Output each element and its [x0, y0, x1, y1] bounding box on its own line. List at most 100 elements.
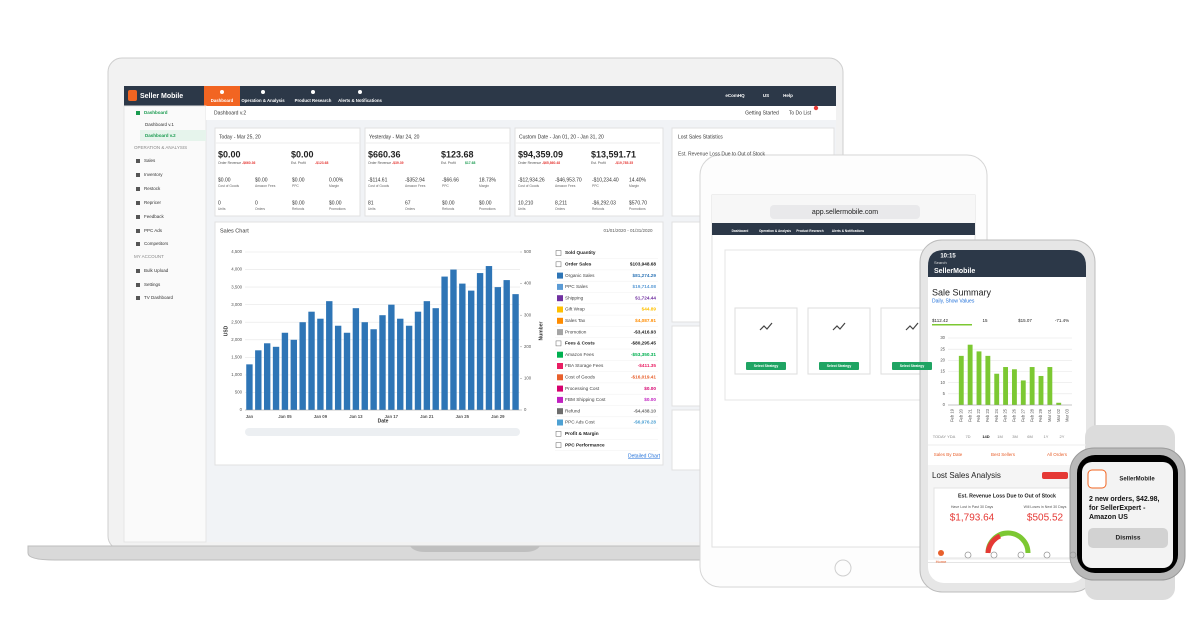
range-tab[interactable]: 2Y: [1060, 434, 1065, 439]
axis-title: Date: [378, 418, 389, 424]
url[interactable]: app.sellermobile.com: [812, 209, 878, 216]
tab-icon: [220, 90, 224, 94]
breakdown-value: -$80,295.45: [631, 341, 656, 346]
y-tick-label: 500: [235, 390, 243, 395]
sidebar-item[interactable]: Feedback: [144, 214, 165, 219]
tab-icon[interactable]: [990, 551, 998, 559]
axis-title: Number: [538, 322, 544, 341]
link[interactable]: To Do List: [789, 110, 812, 116]
tablet-nav[interactable]: Dashboard: [732, 229, 749, 233]
range-tab[interactable]: 1M: [997, 434, 1003, 439]
range-tab[interactable]: 14D: [982, 434, 989, 439]
dismiss-button[interactable]: [1088, 528, 1168, 548]
lost-value: $505.52: [1027, 513, 1064, 524]
stat-label: Amazon Fees: [405, 184, 426, 188]
bar: [1011, 369, 1017, 405]
x-tick-label: Feb 22: [976, 408, 981, 422]
active-tab[interactable]: [204, 86, 240, 106]
chart-scrollbar[interactable]: [245, 428, 520, 436]
link[interactable]: Getting Started: [745, 110, 779, 116]
stat-value: -71.4%: [1055, 318, 1069, 323]
sidebar-item[interactable]: TV Dashboard: [144, 295, 174, 300]
sidebar-item[interactable]: Bulk Upload: [144, 268, 169, 273]
breakdown-name: PPC Sales: [565, 284, 588, 289]
bar: [263, 343, 271, 410]
link[interactable]: Best Sellers: [991, 452, 1016, 457]
stat-value: $0.00: [329, 200, 342, 206]
toggle-box[interactable]: [555, 442, 562, 448]
sidebar-item[interactable]: Inventory: [144, 172, 163, 177]
swatch: [557, 351, 563, 358]
tab-icon[interactable]: [1017, 551, 1025, 559]
sidebar-item[interactable]: Dashboard v.1: [145, 122, 174, 127]
breakdown-group: Profit & Margin: [565, 431, 599, 436]
toggle-box[interactable]: [555, 431, 562, 437]
tablet-nav[interactable]: Product Research: [796, 229, 823, 233]
x-tick-label: Jan 25: [456, 414, 470, 419]
strategy-button-text[interactable]: Select Strategy: [900, 364, 925, 368]
toggle-box[interactable]: [555, 340, 562, 347]
sidebar-item[interactable]: Settings: [144, 282, 161, 287]
x-tick-label: Jan 05: [278, 414, 292, 419]
sidebar-item[interactable]: Dashboard v.2: [145, 133, 176, 138]
sidebar-active[interactable]: [140, 130, 206, 141]
stat-label: PPC: [292, 184, 299, 188]
strategy-button-text[interactable]: Select Strategy: [754, 364, 779, 368]
strategy-button[interactable]: [892, 362, 932, 370]
link[interactable]: Detailed Chart: [628, 453, 661, 459]
strategy-button[interactable]: [746, 362, 786, 370]
sidebar-item[interactable]: Sales: [144, 158, 156, 163]
top-menu[interactable]: eComHQ: [725, 93, 745, 98]
toggle-box[interactable]: [555, 261, 562, 268]
tab-label[interactable]: Home: [936, 559, 947, 564]
sidebar-item[interactable]: Competitors: [144, 241, 169, 246]
nav-tab[interactable]: Product Research: [295, 98, 332, 103]
breakdown-value: $1,724.44: [635, 295, 656, 300]
nav-tab[interactable]: Operation & Analysis: [241, 98, 285, 103]
top-menu[interactable]: Help: [783, 93, 793, 98]
sidebar-item[interactable]: Dashboard: [144, 110, 168, 115]
x-tick-label: Jan: [246, 414, 254, 419]
badge: [1042, 472, 1068, 479]
link[interactable]: Sales By Date: [934, 452, 963, 457]
bar: [441, 276, 448, 410]
bar: [958, 355, 964, 405]
sidebar-item[interactable]: Repricer: [144, 200, 162, 205]
stat-value: $15.07: [1018, 318, 1032, 323]
sidebar-item[interactable]: Restock: [144, 186, 161, 191]
link[interactable]: All Orders: [1047, 452, 1068, 457]
bar: [379, 315, 386, 410]
breakdown-name: Sales Tax: [565, 318, 586, 323]
tablet-nav[interactable]: Alerts & Notifications: [832, 229, 865, 233]
y-tick-label: 10: [940, 380, 945, 385]
tab-icon[interactable]: [964, 551, 972, 559]
tab-icon: [358, 90, 362, 94]
tab-icon[interactable]: [1069, 551, 1077, 559]
tablet-nav[interactable]: Operation & Analysis: [759, 229, 791, 233]
range-tab[interactable]: 3M: [1012, 434, 1018, 439]
sidebar-icon: [136, 242, 140, 246]
top-menu[interactable]: US: [763, 93, 769, 98]
range-tab[interactable]: 7D: [965, 434, 970, 439]
strategy-button-text[interactable]: Select Strategy: [827, 364, 852, 368]
nav-tab[interactable]: Dashboard: [211, 98, 234, 103]
range-tab[interactable]: 6M: [1027, 434, 1033, 439]
lost-label: Have Lost in Past 30 Days: [951, 505, 994, 509]
watch-button-text[interactable]: Dismiss: [1116, 535, 1141, 542]
back-link[interactable]: Search: [934, 260, 947, 265]
home-button[interactable]: [834, 559, 852, 577]
breadcrumb-bar: [206, 106, 836, 120]
nav-tab[interactable]: Alerts & Notifications: [338, 98, 382, 103]
toggle-box[interactable]: [555, 250, 562, 256]
section-subtitle[interactable]: Daily, Show Values: [932, 298, 975, 304]
url-field[interactable]: [770, 205, 920, 219]
sidebar-item[interactable]: PPC Ads: [144, 228, 163, 233]
range-tab[interactable]: 1Y: [1044, 434, 1049, 439]
bar: [405, 325, 413, 410]
tab-icon[interactable]: [1043, 551, 1051, 559]
gauge: [985, 533, 1002, 554]
range-tab[interactable]: TODAY YDA: [933, 434, 956, 439]
stat-value: 0: [218, 200, 221, 206]
strategy-button[interactable]: [819, 362, 859, 370]
sidebar-icon: [136, 187, 140, 191]
